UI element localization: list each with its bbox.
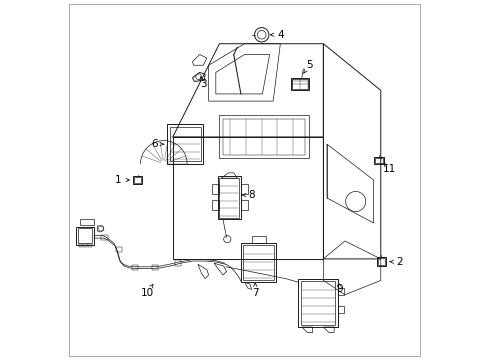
Bar bbox=[243, 245, 273, 280]
Bar bbox=[79, 244, 82, 247]
Text: 7: 7 bbox=[251, 288, 258, 298]
Text: 11: 11 bbox=[382, 163, 395, 174]
Bar bbox=[83, 244, 87, 247]
Text: 1: 1 bbox=[115, 175, 122, 185]
Text: 4: 4 bbox=[277, 30, 283, 40]
Bar bbox=[251, 236, 265, 243]
Text: 3: 3 bbox=[200, 79, 206, 89]
Text: 8: 8 bbox=[248, 190, 254, 200]
Bar bbox=[151, 265, 158, 270]
Text: 9: 9 bbox=[336, 284, 342, 294]
Text: 10: 10 bbox=[141, 288, 154, 298]
Text: 2: 2 bbox=[395, 257, 402, 267]
Bar bbox=[167, 125, 203, 164]
Bar bbox=[241, 243, 276, 282]
Text: 6: 6 bbox=[151, 139, 158, 149]
Bar bbox=[88, 244, 92, 247]
Bar bbox=[101, 234, 108, 240]
Bar bbox=[116, 247, 122, 252]
Bar bbox=[169, 127, 201, 161]
Bar bbox=[132, 265, 138, 270]
Text: 5: 5 bbox=[305, 60, 312, 70]
Bar bbox=[175, 260, 181, 266]
